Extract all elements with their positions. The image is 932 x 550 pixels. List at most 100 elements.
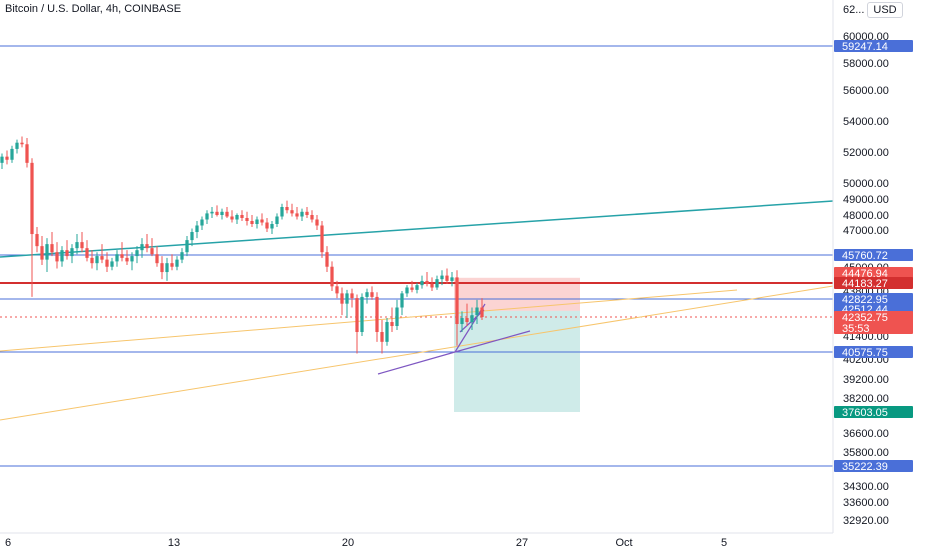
candle-body [385, 322, 389, 342]
y-tick-label: 54000.00 [843, 116, 889, 128]
y-tick-label: 62... [843, 4, 864, 16]
rising-support-line [0, 289, 738, 352]
y-tick-label: 35800.00 [843, 447, 889, 459]
price-label: 35222.39 [842, 461, 888, 473]
wedge-line [454, 303, 486, 353]
candle-body [440, 275, 444, 280]
candle-body [225, 211, 229, 217]
y-tick-label: 58000.00 [843, 58, 889, 70]
currency-selector[interactable]: USD [867, 2, 903, 18]
candle-body [280, 207, 284, 217]
price-label: 37603.05 [842, 407, 888, 419]
price-label-badge [834, 293, 913, 305]
candle-body [375, 296, 379, 333]
candle-body [110, 261, 114, 267]
candle-body [390, 322, 394, 327]
candle-body [30, 162, 34, 235]
y-tick-label: 36600.00 [843, 428, 889, 440]
candle-body [460, 318, 464, 325]
y-tick-label: 56000.00 [843, 85, 889, 97]
candle-body [270, 224, 274, 229]
candle-body [115, 254, 119, 262]
candle-body [50, 244, 54, 253]
candle-body [470, 315, 474, 323]
candle-body [290, 210, 294, 214]
candle-body [65, 250, 69, 257]
candle-body [435, 279, 439, 288]
candle-body [160, 263, 164, 273]
candle-body [380, 332, 384, 342]
candle-body [295, 213, 299, 217]
candle-body [340, 293, 344, 304]
rising-support-line [0, 285, 834, 421]
candle-body [410, 287, 414, 290]
candle-body [165, 263, 169, 273]
candle-body [430, 283, 434, 288]
candle-body [245, 218, 249, 221]
wedge-line [377, 351, 456, 375]
candle-body [305, 211, 309, 215]
candle-body [415, 285, 419, 290]
candle-body [140, 244, 144, 251]
candle-body [150, 248, 154, 255]
x-tick-label: 6 [5, 537, 11, 549]
candle-body [235, 215, 239, 220]
price-label-badge [834, 40, 913, 52]
candle-body [60, 250, 64, 262]
candle-body [190, 232, 194, 241]
candle-body [475, 307, 479, 316]
y-tick-label: 38200.00 [843, 393, 889, 405]
candle-body [285, 207, 289, 211]
candle-body [300, 211, 304, 217]
chart-title: Bitcoin / U.S. Dollar, 4h, COINBASE [5, 3, 182, 15]
y-tick-label: 48000.00 [843, 210, 889, 222]
candle-body [200, 219, 204, 226]
candle-body [85, 248, 89, 258]
x-tick-label: 27 [516, 537, 528, 549]
candle-body [220, 211, 224, 215]
y-tick-label: 34300.00 [843, 481, 889, 493]
candle-body [345, 293, 349, 304]
candle-body [135, 250, 139, 257]
candle-body [255, 219, 259, 224]
candle-body [455, 277, 459, 325]
candle-body [465, 318, 469, 323]
y-tick-label: 52000.00 [843, 147, 889, 159]
price-label-badge [834, 406, 913, 418]
price-label: 59247.14 [842, 41, 888, 53]
candle-body [310, 215, 314, 220]
candle-body [0, 156, 4, 163]
price-label-badge [834, 277, 913, 289]
candle-body [120, 254, 124, 258]
candle-body [80, 242, 84, 249]
candle-body [405, 287, 409, 294]
y-tick-label: 49000.00 [843, 194, 889, 206]
candle-body [105, 259, 109, 267]
candle-body [75, 242, 79, 249]
candle-body [175, 259, 179, 267]
price-label-badge [834, 249, 913, 261]
candle-body [445, 275, 449, 281]
trend-line [0, 200, 834, 258]
candle-body [100, 256, 104, 260]
candle-body [40, 246, 44, 260]
candle-body [35, 234, 39, 247]
candle-body [480, 307, 484, 318]
candle-body [450, 277, 454, 281]
candle-body [15, 142, 19, 149]
candle-body [325, 252, 329, 267]
candle-body [250, 221, 254, 224]
candle-body [130, 256, 134, 262]
candle-body [170, 263, 174, 267]
y-tick-label: 33600.00 [843, 497, 889, 509]
candle-body [5, 156, 9, 160]
x-tick-label: 13 [168, 537, 180, 549]
price-label-badge [834, 346, 913, 358]
candle-body [205, 213, 209, 220]
x-tick-label: 5 [721, 537, 727, 549]
candle-body [215, 211, 219, 215]
candle-body [335, 286, 339, 294]
candle-body [185, 240, 189, 253]
candle-body [55, 252, 59, 262]
